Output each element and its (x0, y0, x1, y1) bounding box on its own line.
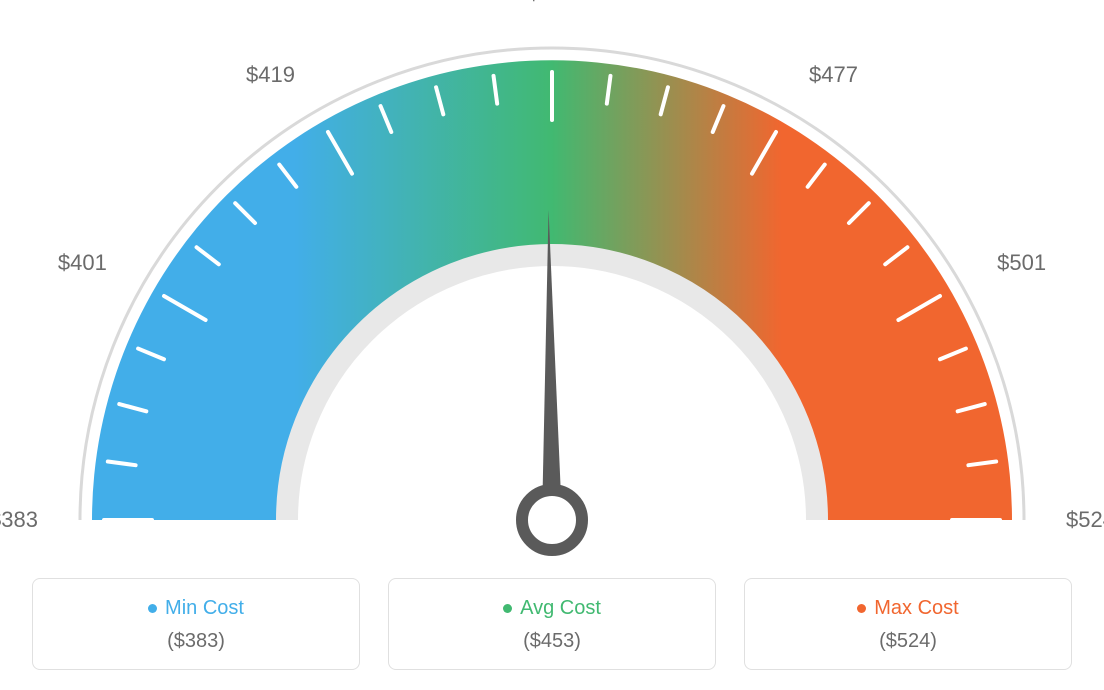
summary-title-text-min: Min Cost (165, 597, 244, 620)
gauge-tick-label: $401 (58, 250, 107, 276)
summary-card-max: Max Cost ($524) (744, 578, 1072, 670)
gauge-tick-label: $477 (809, 62, 858, 88)
dot-icon-max (857, 604, 866, 613)
gauge-tick-label: $524 (1066, 507, 1104, 533)
summary-card-avg: Avg Cost ($453) (388, 578, 716, 670)
summary-card-min: Min Cost ($383) (32, 578, 360, 670)
gauge-hub (522, 490, 582, 550)
summary-value-max: ($524) (755, 630, 1061, 653)
summary-row: Min Cost ($383) Avg Cost ($453) Max Cost… (32, 578, 1072, 670)
gauge-tick-label: $383 (0, 507, 38, 533)
summary-value-min: ($383) (43, 630, 349, 653)
summary-title-max: Max Cost (857, 597, 958, 620)
summary-title-text-max: Max Cost (874, 597, 958, 620)
gauge-chart: $383 $401 $419 $453 $477 $501 $524 (0, 0, 1104, 560)
summary-title-text-avg: Avg Cost (520, 597, 601, 620)
gauge-svg (0, 0, 1104, 560)
gauge-tick-label: $453 (528, 0, 577, 6)
summary-value-avg: ($453) (399, 630, 705, 653)
dot-icon-min (148, 604, 157, 613)
gauge-tick-label: $419 (246, 62, 295, 88)
summary-title-min: Min Cost (148, 597, 244, 620)
summary-title-avg: Avg Cost (503, 597, 601, 620)
dot-icon-avg (503, 604, 512, 613)
gauge-tick-label: $501 (997, 250, 1046, 276)
